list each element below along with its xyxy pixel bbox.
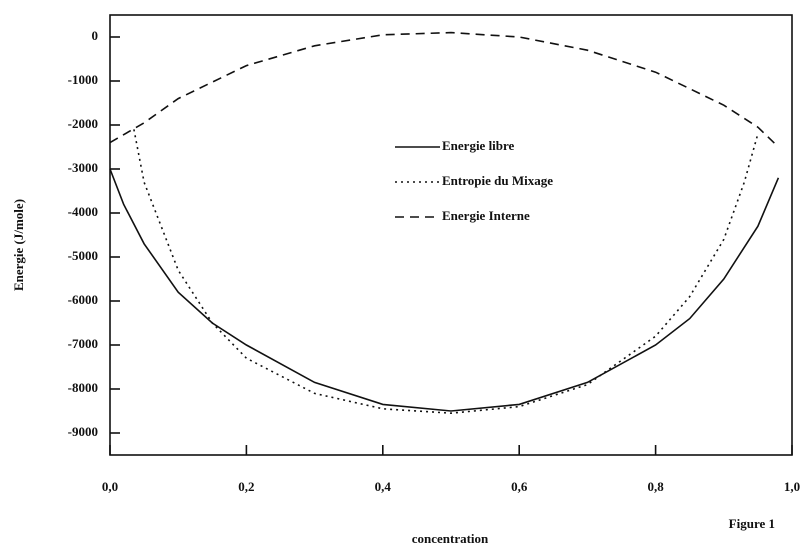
line-series <box>133 129 759 415</box>
legend-label: Entropie du Mixage <box>442 173 553 188</box>
legend-label: Energie libre <box>442 138 515 153</box>
y-tick-label: -5000 <box>68 248 98 263</box>
figure-caption: Figure 1 <box>729 516 775 531</box>
y-tick-label: -8000 <box>68 380 98 395</box>
y-tick-label: -9000 <box>68 424 98 439</box>
x-tick-label: 0,4 <box>375 479 392 494</box>
line-series <box>109 31 779 148</box>
x-tick-label: 1,0 <box>784 479 800 494</box>
y-tick-label: -2000 <box>68 116 98 131</box>
x-tick-label: 0,6 <box>511 479 528 494</box>
y-axis-label: Energie (J/mole) <box>11 199 26 291</box>
y-tick-label: 0 <box>92 28 99 43</box>
x-tick-label: 0,8 <box>647 479 664 494</box>
y-tick-label: -4000 <box>68 204 98 219</box>
line-series <box>109 168 780 412</box>
plot-frame <box>109 14 793 456</box>
y-tick-label: -7000 <box>68 336 98 351</box>
y-tick-label: -1000 <box>68 72 98 87</box>
legend-label: Energie Interne <box>442 208 530 223</box>
x-tick-label: 0,0 <box>102 479 118 494</box>
x-tick-label: 0,2 <box>238 479 254 494</box>
y-tick-label: -3000 <box>68 160 98 175</box>
y-tick-label: -6000 <box>68 292 98 307</box>
x-axis-label: concentration <box>412 531 489 546</box>
